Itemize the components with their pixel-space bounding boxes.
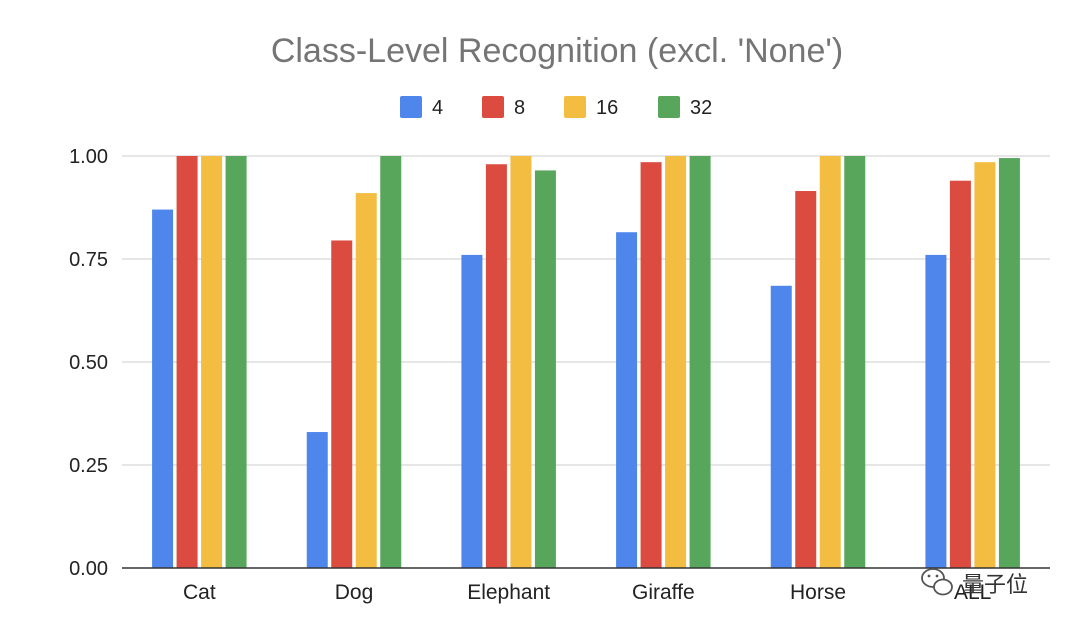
- bar-all-series-4: [925, 254, 947, 568]
- bars: [152, 156, 1020, 569]
- bar-horse-series-32: [844, 156, 866, 568]
- y-tick-label: 1.00: [69, 146, 108, 168]
- x-tick-label: ALL: [954, 581, 991, 604]
- bar-horse-series-8: [795, 191, 817, 568]
- x-tick-label: Giraffe: [632, 581, 695, 604]
- bar-all-series-16: [974, 162, 996, 568]
- legend-label: 16: [596, 97, 618, 119]
- bar-dog-series-32: [380, 156, 402, 568]
- legend-swatch: [564, 96, 586, 118]
- y-tick-label: 0.75: [69, 249, 108, 271]
- legend-item-4: 4: [400, 96, 443, 119]
- bar-dog-series-4: [306, 432, 328, 568]
- legend-item-16: 16: [564, 96, 618, 119]
- bar-all-series-32: [998, 158, 1020, 568]
- bar-cat-series-32: [225, 156, 247, 568]
- bar-cat-series-8: [176, 156, 198, 568]
- bar-elephant-series-4: [461, 254, 483, 568]
- bar-horse-series-16: [819, 156, 841, 568]
- legend-label: 8: [514, 97, 525, 119]
- legend-item-8: 8: [482, 96, 525, 119]
- watermark: 量子位: [921, 568, 1028, 598]
- y-tick-label: 0.50: [69, 352, 108, 374]
- x-tick-label: Horse: [790, 581, 846, 604]
- x-axis-labels: Cat Dog Elephant Giraffe Horse ALL: [183, 581, 991, 604]
- bar-giraffe-series-4: [616, 232, 638, 568]
- legend-swatch: [400, 96, 422, 118]
- legend-label: 4: [432, 97, 443, 119]
- bar-dog-series-8: [331, 240, 353, 568]
- legend-item-32: 32: [658, 96, 712, 119]
- y-tick-label: 0.00: [69, 558, 108, 580]
- bar-horse-series-4: [770, 285, 792, 568]
- bar-giraffe-series-16: [665, 156, 687, 568]
- watermark-text: 量子位: [962, 573, 1028, 598]
- bar-elephant-series-8: [485, 164, 507, 569]
- legend: 4 8 16 32: [400, 96, 712, 119]
- legend-swatch: [482, 96, 504, 118]
- legend-swatch: [658, 96, 680, 118]
- y-axis-ticks: 0.00 0.25 0.50 0.75 1.00: [69, 146, 108, 580]
- y-tick-label: 0.25: [69, 455, 108, 477]
- wechat-icon: [921, 568, 953, 596]
- bar-all-series-8: [949, 180, 971, 568]
- bar-cat-series-4: [152, 209, 174, 568]
- bar-elephant-series-16: [510, 156, 532, 568]
- chart-title: Class-Level Recognition (excl. 'None'): [271, 32, 843, 70]
- bar-cat-series-16: [201, 156, 223, 568]
- x-tick-label: Elephant: [467, 581, 550, 604]
- bar-dog-series-16: [355, 193, 377, 568]
- gridlines: [122, 155, 1050, 466]
- bar-giraffe-series-32: [689, 156, 711, 568]
- legend-label: 32: [690, 97, 712, 119]
- x-tick-label: Dog: [335, 581, 374, 604]
- bar-elephant-series-32: [534, 170, 556, 569]
- x-tick-label: Cat: [183, 581, 216, 604]
- bar-giraffe-series-8: [640, 162, 662, 568]
